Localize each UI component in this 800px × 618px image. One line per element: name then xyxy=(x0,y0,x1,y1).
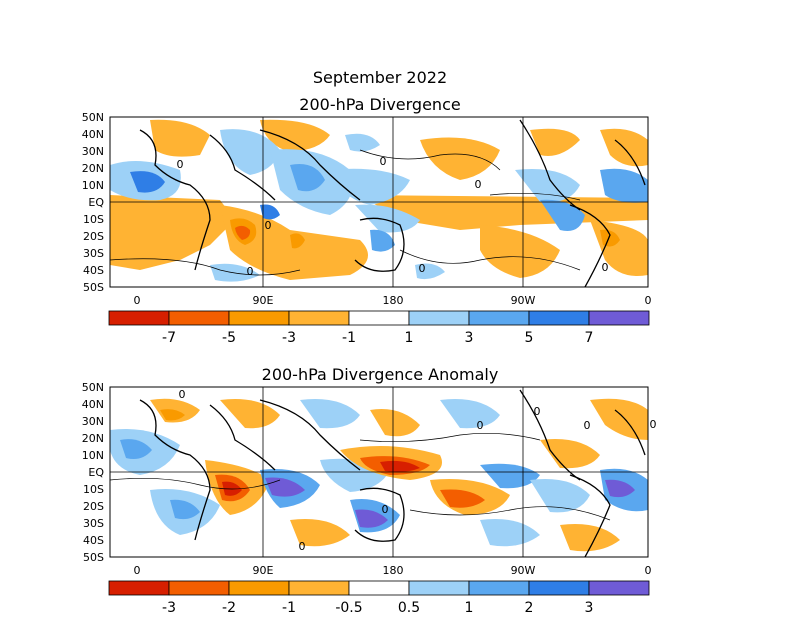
colorbar-label: 3 xyxy=(465,330,474,346)
svg-text:180: 180 xyxy=(383,564,404,577)
colorbar-cell xyxy=(468,310,530,326)
contour-label: 0 xyxy=(247,265,254,278)
svg-text:0: 0 xyxy=(134,564,141,577)
lat-axis-labels: 50N 40N 30N 20N 10N EQ 10S 20S 30S 40S 5… xyxy=(82,381,105,564)
colorbar-cell xyxy=(288,580,350,596)
colorbar-label: -1 xyxy=(282,600,296,616)
contour-label: 0 xyxy=(382,503,389,516)
svg-text:50N: 50N xyxy=(82,381,104,394)
contour-label: 0 xyxy=(650,418,657,431)
divergence-anomaly-map: 50N 40N 30N 20N 10N EQ 10S 20S 30S 40S 5… xyxy=(82,381,657,577)
colorbar-label: 1 xyxy=(405,330,414,346)
colorbar-cell xyxy=(168,310,230,326)
grid-lines xyxy=(110,117,648,287)
contour-label: 0 xyxy=(602,261,609,274)
svg-text:180: 180 xyxy=(383,294,404,307)
colorbar-label: 5 xyxy=(525,330,534,346)
colorbar-cell xyxy=(528,310,590,326)
svg-text:10S: 10S xyxy=(83,213,104,226)
contour-label: 0 xyxy=(265,219,272,232)
svg-text:0: 0 xyxy=(645,564,652,577)
colorbar-cell xyxy=(108,310,170,326)
colorbar-cell xyxy=(588,580,650,596)
svg-text:40N: 40N xyxy=(82,398,104,411)
svg-text:50S: 50S xyxy=(83,281,104,294)
colorbar-2: -3 -2 -1 -0.5 0.5 1 2 3 xyxy=(108,580,650,616)
svg-text:10N: 10N xyxy=(82,449,104,462)
contour-label: 0 xyxy=(475,178,482,191)
divergence-field xyxy=(110,119,648,287)
svg-text:50N: 50N xyxy=(82,111,104,124)
colorbar-1: -7 -5 -3 -1 1 3 5 7 xyxy=(108,310,650,346)
svg-text:EQ: EQ xyxy=(88,196,104,209)
colorbar-cell xyxy=(228,310,290,326)
lat-axis-labels: 50N 40N 30N 20N 10N EQ 10S 20S 30S 40S 5… xyxy=(82,111,105,294)
svg-text:30S: 30S xyxy=(83,247,104,260)
contour-label: 0 xyxy=(177,158,184,171)
contour-label: 0 xyxy=(380,155,387,168)
colorbar-label: -7 xyxy=(162,330,176,346)
colorbar-cell xyxy=(108,580,170,596)
colorbar-cell xyxy=(348,310,410,326)
contour-label: 0 xyxy=(179,388,186,401)
contour-label: 0 xyxy=(299,540,306,553)
colorbar-cell xyxy=(468,580,530,596)
colorbar-cell xyxy=(348,580,410,596)
svg-text:30N: 30N xyxy=(82,145,104,158)
colorbar-label: 0.5 xyxy=(398,600,420,616)
colorbar-cell xyxy=(288,310,350,326)
colorbar-cell xyxy=(588,310,650,326)
colorbar-cell xyxy=(408,580,470,596)
svg-text:10N: 10N xyxy=(82,179,104,192)
anomaly-field xyxy=(110,389,648,557)
svg-text:40N: 40N xyxy=(82,128,104,141)
svg-text:20S: 20S xyxy=(83,500,104,513)
colorbar-cell xyxy=(168,580,230,596)
colorbar-label: 1 xyxy=(465,600,474,616)
colorbar-label: -5 xyxy=(222,330,236,346)
svg-text:90E: 90E xyxy=(253,294,274,307)
grid-lines xyxy=(110,387,648,557)
lon-axis-labels: 0 90E 180 90W 0 xyxy=(134,564,652,577)
svg-text:20S: 20S xyxy=(83,230,104,243)
svg-text:20N: 20N xyxy=(82,162,104,175)
lon-axis-labels: 0 90E 180 90W 0 xyxy=(134,294,652,307)
contour-label: 0 xyxy=(584,419,591,432)
svg-text:EQ: EQ xyxy=(88,466,104,479)
svg-text:10S: 10S xyxy=(83,483,104,496)
colorbar-label: 3 xyxy=(585,600,594,616)
contour-label: 0 xyxy=(477,419,484,432)
svg-text:0: 0 xyxy=(134,294,141,307)
colorbar-cell xyxy=(528,580,590,596)
colorbar-label: -3 xyxy=(282,330,296,346)
svg-text:90W: 90W xyxy=(511,564,536,577)
panel1-title: 200-hPa Divergence xyxy=(299,95,461,114)
colorbar-label: -3 xyxy=(162,600,176,616)
colorbar-label: 2 xyxy=(525,600,534,616)
svg-text:0: 0 xyxy=(645,294,652,307)
colorbar-cell xyxy=(228,580,290,596)
contour-label: 0 xyxy=(534,405,541,418)
svg-text:50S: 50S xyxy=(83,551,104,564)
colorbar-label: -2 xyxy=(222,600,236,616)
svg-text:40S: 40S xyxy=(83,534,104,547)
colorbar-cell xyxy=(408,310,470,326)
svg-text:90E: 90E xyxy=(253,564,274,577)
svg-text:20N: 20N xyxy=(82,432,104,445)
colorbar-label: 7 xyxy=(585,330,594,346)
colorbar-label: -0.5 xyxy=(335,600,362,616)
panel2-title: 200-hPa Divergence Anomaly xyxy=(261,365,499,384)
figure-title: September 2022 xyxy=(312,68,448,87)
svg-text:30N: 30N xyxy=(82,415,104,428)
svg-text:30S: 30S xyxy=(83,517,104,530)
colorbar-label: -1 xyxy=(342,330,356,346)
contour-label: 0 xyxy=(419,262,426,275)
svg-text:90W: 90W xyxy=(511,294,536,307)
svg-text:40S: 40S xyxy=(83,264,104,277)
divergence-map: 50N 40N 30N 20N 10N EQ 10S 20S 30S 40S 5… xyxy=(82,111,652,307)
